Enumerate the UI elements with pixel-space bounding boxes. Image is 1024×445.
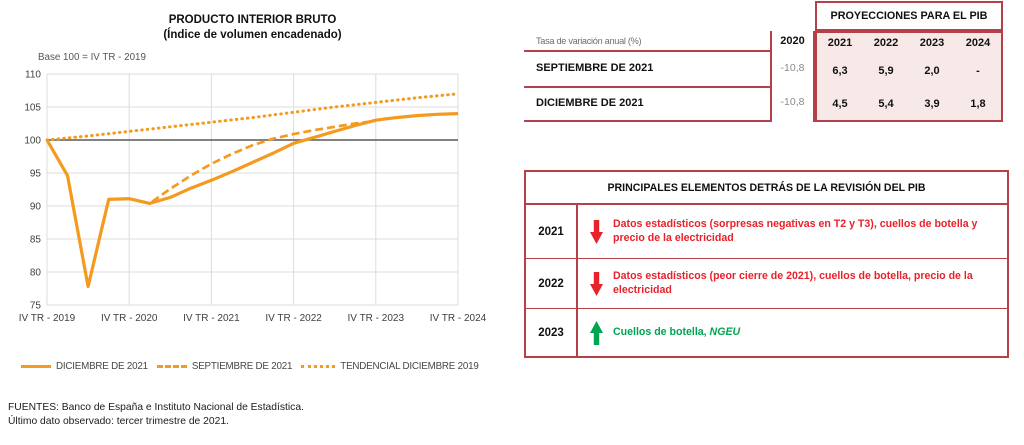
svg-text:75: 75	[30, 301, 42, 312]
value-cell: 4,5	[832, 98, 848, 110]
projections-table: PROYECCIONES PARA EL PIB 2021 2022 2023 …	[524, 1, 1003, 122]
svg-text:IV TR - 2023: IV TR - 2023	[348, 313, 405, 324]
chart-title-line2: (Índice de volumen encadenado)	[163, 28, 342, 41]
row-label-header: Tasa de variación anual (%)	[536, 36, 642, 46]
value-cell: 1,8	[970, 98, 986, 110]
up-arrow-icon	[590, 320, 603, 345]
value-cell: 3,9	[924, 98, 940, 110]
column-2020: 2020 -10,8 -10,8	[770, 31, 815, 122]
footnote-sources: FUENTES: Banco de España e Instituto Nac…	[8, 402, 304, 413]
svg-text:IV TR - 2021: IV TR - 2021	[183, 313, 240, 324]
value-cell: -	[976, 64, 980, 77]
revision-year: 2021	[538, 225, 564, 238]
year-col-header: 2024	[965, 37, 991, 49]
revision-year: 2023	[538, 326, 564, 339]
legend-label: SEPTIEMBRE DE 2021	[191, 361, 293, 372]
revision-content: Cuellos de botella, NGEU	[576, 309, 1007, 356]
revision-text: Datos estadísticos (sorpresas negativas …	[613, 218, 995, 246]
svg-text:80: 80	[30, 268, 42, 279]
dotted-line-swatch-icon	[301, 365, 336, 368]
year-col-header: 2023	[919, 37, 945, 49]
value-cell: 2,0	[924, 64, 940, 77]
revision-text: Cuellos de botella, NGEU	[613, 326, 740, 340]
revision-text: Datos estadísticos (peor cierre de 2021)…	[613, 270, 995, 298]
footnotes: FUENTES: Banco de España e Instituto Nac…	[8, 401, 304, 428]
gdp-line-chart: 75 80 85 90 95 100 105 110 IV TR - 2019 IV TR - 2…	[19, 70, 487, 325]
svg-text:90: 90	[30, 202, 42, 213]
down-arrow-icon	[590, 219, 603, 244]
value-cell-2020: -10,8	[780, 96, 805, 108]
svg-text:IV TR - 2022: IV TR - 2022	[265, 313, 322, 324]
revision-content: Datos estadísticos (sorpresas negativas …	[576, 205, 1007, 258]
legend-label: TENDENCIAL DICIEMBRE 2019	[340, 361, 479, 372]
revision-table-body: 2021 Datos estadísticos (sorpresas negat…	[526, 205, 1007, 356]
svg-text:95: 95	[30, 169, 42, 180]
value-cell-2020: -10,8	[780, 62, 805, 74]
table-rule	[576, 205, 578, 356]
value-cell: 6,3	[832, 64, 848, 77]
svg-text:105: 105	[24, 103, 41, 114]
revision-text-main: Datos estadísticos (sorpresas negativas …	[613, 217, 978, 244]
footnote-last-observation: Último dato observado: tercer trimestre …	[8, 415, 229, 427]
revision-text-italic: NGEU	[709, 325, 741, 338]
row-label-diciembre: DICIEMBRE DE 2021	[536, 97, 644, 109]
svg-text:IV TR - 2019: IV TR - 2019	[19, 313, 76, 324]
table-row-diciembre-values: 4,5 5,4 3,9 1,8	[817, 88, 1001, 120]
projections-body: 2021 2022 2023 2024 6,3 5,9 2,0 - 4,5 5,…	[815, 31, 1003, 122]
revision-row-2023: 2023 Cuellos de botella, NGEU	[526, 309, 1007, 356]
svg-text:IV TR - 2020: IV TR - 2020	[101, 313, 158, 324]
table-rule	[524, 86, 1003, 88]
row-label-septiembre: SEPTIEMBRE DE 2021	[536, 62, 654, 74]
revision-row-2022: 2022 Datos estadísticos (peor cierre de …	[526, 259, 1007, 309]
revision-text-main: Datos estadísticos (peor cierre de 2021)…	[613, 269, 973, 296]
svg-text:IV TR - 2024: IV TR - 2024	[430, 313, 487, 324]
projections-header: PROYECCIONES PARA EL PIB	[815, 1, 1003, 31]
legend-item-septiembre-2021: SEPTIEMBRE DE 2021	[156, 361, 293, 372]
legend-label: DICIEMBRE DE 2021	[56, 361, 148, 372]
down-arrow-icon	[590, 271, 603, 296]
revision-table-title: PRINCIPALES ELEMENTOS DETRÁS DE LA REVIS…	[526, 172, 1007, 205]
chart-title: PRODUCTO INTERIOR BRUTO (Índice de volum…	[0, 13, 505, 42]
svg-text:100: 100	[24, 136, 41, 147]
chart-legend: DICIEMBRE DE 2021 SEPTIEMBRE DE 2021 TEN…	[21, 361, 479, 372]
chart-title-line1: PRODUCTO INTERIOR BRUTO	[168, 14, 337, 26]
dashed-line-swatch-icon	[156, 365, 187, 368]
year-col-header: 2021	[827, 37, 853, 49]
table-rule	[524, 50, 1003, 52]
revision-content: Datos estadísticos (peor cierre de 2021)…	[576, 259, 1007, 308]
revision-row-2021: 2021 Datos estadísticos (sorpresas negat…	[526, 205, 1007, 259]
revision-table: PRINCIPALES ELEMENTOS DETRÁS DE LA REVIS…	[524, 170, 1009, 358]
svg-text:110: 110	[25, 70, 41, 81]
svg-text:85: 85	[30, 235, 42, 246]
year-col-header-2020: 2020	[780, 35, 805, 47]
legend-item-tendencial: TENDENCIAL DICIEMBRE 2019	[301, 361, 479, 372]
table-row-septiembre-values: 6,3 5,9 2,0 -	[817, 53, 1001, 88]
revision-text-main: Cuellos de botella,	[613, 325, 710, 338]
value-cell: 5,4	[878, 98, 894, 110]
table-rule	[524, 120, 1003, 122]
revision-year: 2022	[538, 277, 564, 290]
year-header-row: 2021 2022 2023 2024	[817, 33, 1001, 53]
value-cell: 5,9	[878, 64, 894, 77]
chart-subtitle: Base 100 = IV TR - 2019	[38, 52, 146, 63]
solid-line-swatch-icon	[21, 365, 51, 368]
year-col-header: 2022	[873, 37, 899, 49]
legend-item-diciembre-2021: DICIEMBRE DE 2021	[21, 361, 148, 372]
